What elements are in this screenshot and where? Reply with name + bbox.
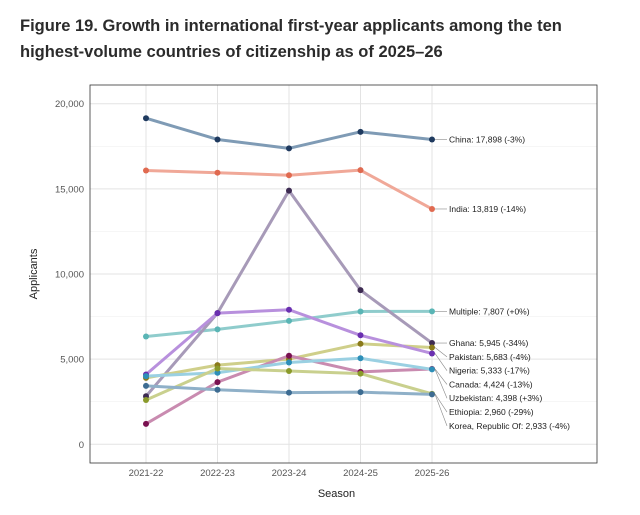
data-point (429, 366, 435, 373)
series-end-label: China: 17,898 (-3%) (449, 135, 525, 145)
data-point (357, 340, 364, 347)
label-leader-line (434, 369, 448, 399)
x-tick-label: 2023-24 (272, 468, 307, 479)
series-end-label: Nigeria: 5,333 (-17%) (449, 366, 530, 376)
data-point (429, 136, 435, 143)
series-end-label: India: 13,819 (-14%) (449, 204, 526, 214)
series-end-label: Multiple: 7,807 (+0%) (449, 306, 530, 316)
data-point (357, 332, 364, 339)
data-point (214, 386, 221, 393)
x-tick-label: 2021-22 (129, 468, 164, 479)
data-point (214, 326, 221, 333)
y-axis-label: Applicants (28, 248, 40, 299)
data-point (357, 370, 364, 377)
data-point (357, 389, 364, 396)
x-tick-label: 2022-23 (200, 468, 235, 479)
series-end-label: Pakistan: 5,683 (-4%) (449, 352, 531, 362)
label-leader-line (434, 347, 448, 358)
y-tick-label: 15,000 (55, 184, 84, 195)
data-point (357, 308, 364, 315)
axes: 0 5,000 10,000 15,000 20,000 2021-22 2022-23 20… (28, 84, 598, 500)
data-point (286, 389, 292, 396)
data-point (357, 128, 364, 135)
label-leader-line (434, 353, 448, 371)
data-point (214, 379, 221, 386)
data-point (214, 136, 221, 143)
data-point (286, 187, 292, 194)
series-points (143, 115, 435, 427)
data-point (286, 352, 292, 359)
data-point (357, 167, 364, 174)
data-point (286, 317, 292, 324)
data-point (357, 287, 364, 294)
data-point (143, 333, 149, 340)
data-point (143, 397, 149, 403)
data-point (429, 350, 435, 357)
data-point (286, 359, 292, 366)
label-leader-line (434, 368, 448, 385)
title-line-2: highest-volume countries of citizenship … (20, 43, 443, 61)
series-end-labels: China: 17,898 (-3%) India: 13,819 (-14%) M… (434, 135, 570, 431)
data-point (286, 368, 292, 375)
data-point (286, 145, 292, 152)
data-point (429, 205, 435, 212)
data-point (214, 169, 221, 176)
data-point (143, 115, 149, 122)
data-point (143, 373, 149, 380)
y-tick-label: 0 (79, 440, 84, 451)
x-axis-label: Season (318, 488, 355, 500)
data-point (429, 340, 435, 347)
data-point (143, 420, 149, 427)
data-point (429, 344, 435, 351)
gridlines (90, 85, 597, 463)
data-point (286, 172, 292, 179)
data-point (286, 306, 292, 313)
title-line-1: Figure 19. Growth in international first… (20, 17, 562, 35)
data-point (214, 310, 221, 317)
y-tick-label: 20,000 (55, 99, 84, 110)
data-point (429, 391, 435, 398)
data-point (143, 167, 149, 174)
data-point (214, 369, 221, 376)
series-end-label: Ethiopia: 2,960 (-29%) (449, 407, 534, 417)
plot-border (89, 84, 598, 464)
series-end-label: Canada: 4,424 (-13%) (449, 379, 533, 389)
label-leader-line (434, 393, 448, 413)
x-tick-label: 2025-26 (415, 468, 450, 479)
data-point (214, 365, 221, 372)
data-point (143, 382, 149, 389)
data-point (429, 308, 435, 315)
x-tick-label: 2024-25 (343, 468, 378, 479)
series-end-label: Uzbekistan: 4,398 (+3%) (449, 393, 542, 403)
data-point (357, 355, 364, 362)
y-tick-label: 10,000 (55, 270, 84, 281)
series-end-label: Korea, Republic Of: 2,933 (-4%) (449, 421, 570, 431)
chart-title: Figure 19. Growth in international first… (20, 13, 620, 65)
y-tick-label: 5,000 (60, 355, 84, 366)
series-end-label: Ghana: 5,945 (-34%) (449, 338, 529, 348)
label-leader-line (434, 394, 448, 426)
